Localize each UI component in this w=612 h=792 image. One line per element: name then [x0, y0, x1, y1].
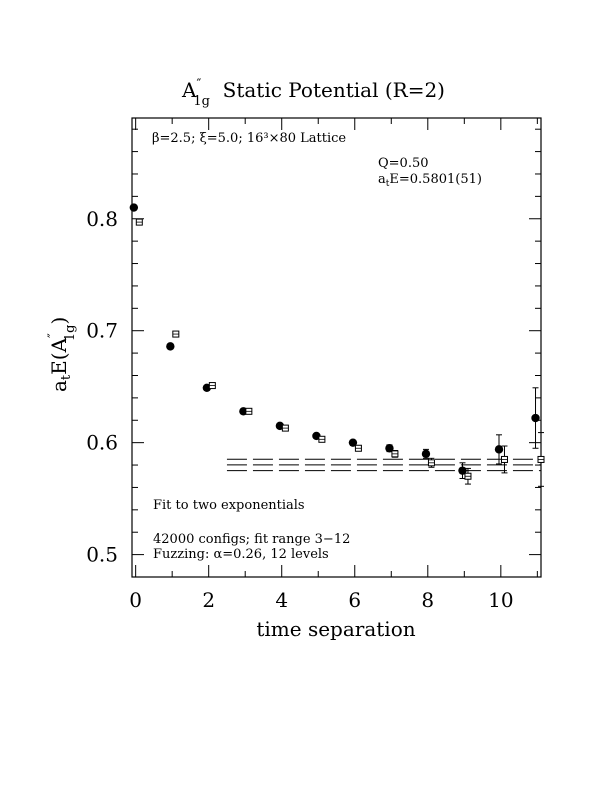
y-tick-label: 0.5	[86, 543, 118, 567]
chart-title: A″ 1g Static Potential (R=2)	[181, 77, 445, 109]
data-point-circle	[494, 445, 504, 454]
x-tick-label: 4	[275, 588, 288, 612]
q-annotation: Q=0.50	[378, 156, 429, 171]
y-tick-label: 0.8	[86, 207, 118, 231]
energy-annotation: atE=0.5801(51)	[378, 172, 482, 189]
lattice-annotation: β=2.5; ξ=5.0; 16³×80 Lattice	[152, 131, 346, 146]
fit-band	[226, 458, 541, 472]
data-point-circle	[166, 342, 175, 351]
x-tick-label: 6	[348, 588, 361, 612]
y-tick-label: 0.7	[86, 319, 118, 343]
y-axis-label: atE(A″ 1g)	[46, 317, 78, 392]
fit-annotation: Fit to two exponentials	[153, 498, 305, 513]
y-tick-label: 0.6	[86, 431, 118, 455]
x-axis-label: time separation	[256, 617, 415, 641]
data-point-circle	[531, 413, 540, 423]
plot-frame	[131, 117, 542, 578]
configs-annotation: 42000 configs; fit range 3−12	[153, 532, 350, 547]
data-markers	[129, 203, 545, 480]
x-tick-label: 2	[202, 588, 215, 612]
fuzzing-annotation: Fuzzing: α=0.26, 12 levels	[153, 547, 329, 562]
axis-tick-labels: 0 2 4 6 8 10 0.5 0.6 0.7 0.8	[86, 207, 513, 612]
x-tick-label: 8	[421, 588, 434, 612]
x-tick-label: 0	[129, 588, 142, 612]
axis-ticks	[132, 118, 541, 578]
x-tick-label: 10	[488, 588, 513, 612]
data-point-circle	[421, 449, 431, 459]
data-point-circle	[129, 203, 139, 212]
